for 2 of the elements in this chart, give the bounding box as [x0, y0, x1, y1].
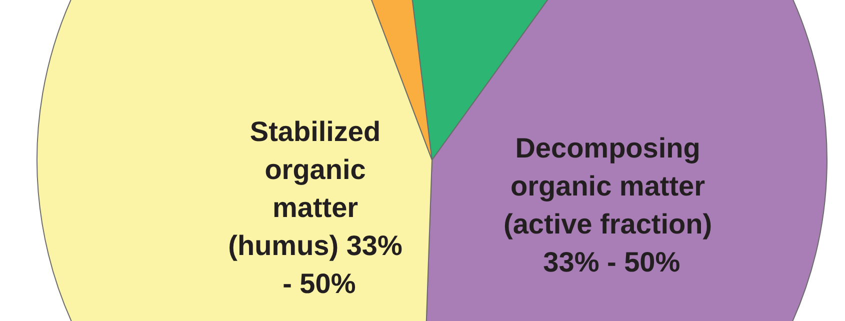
slice-label: Decomposing organic matter (active fraction) 33% - 50% [504, 132, 720, 278]
slice-label: Stabilized organic matter (humus) 33% - 50% [228, 116, 410, 300]
